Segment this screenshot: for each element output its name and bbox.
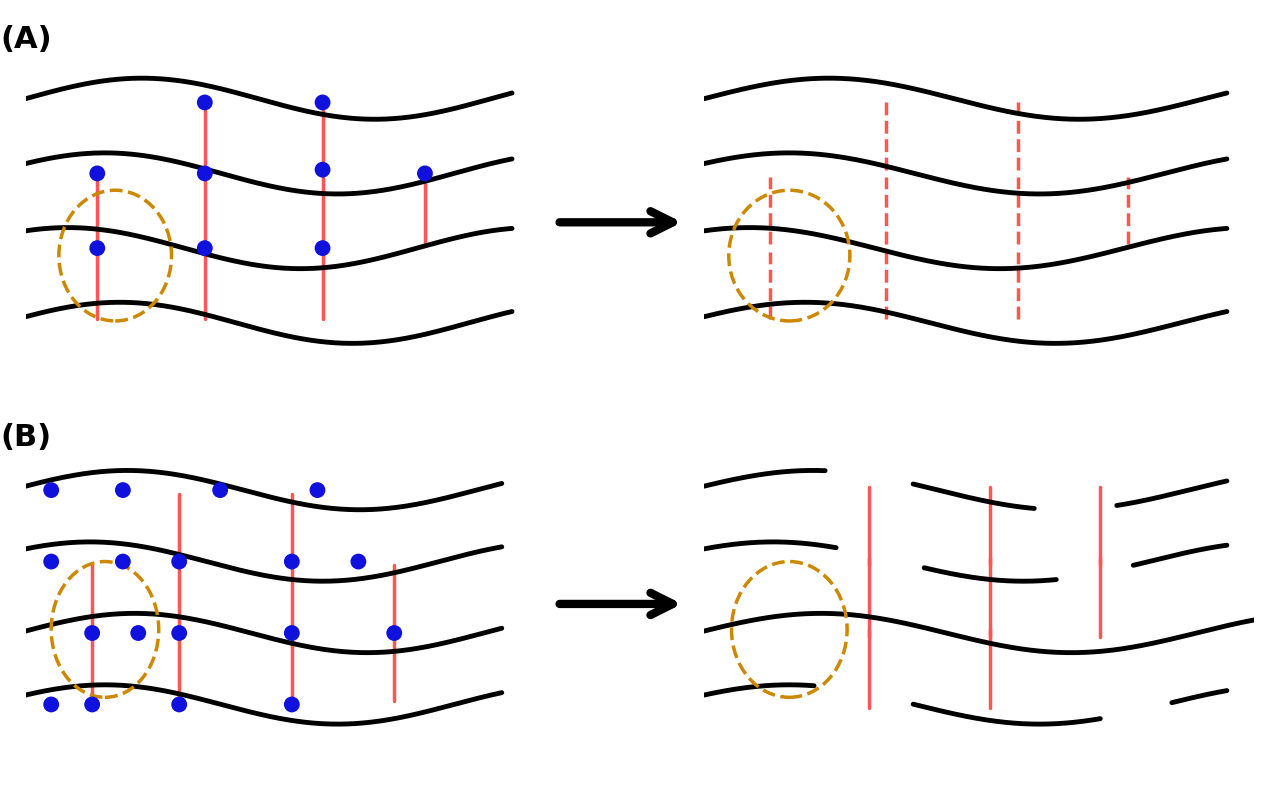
Point	[82, 627, 102, 640]
Point	[282, 556, 302, 569]
Point	[41, 698, 61, 711]
Point	[348, 556, 369, 569]
Point	[282, 627, 302, 640]
Point	[312, 242, 333, 255]
Point	[82, 698, 102, 711]
Point	[41, 556, 61, 569]
Point	[415, 168, 435, 181]
Point	[282, 698, 302, 711]
Point	[195, 97, 215, 109]
Point	[87, 168, 108, 181]
Text: (B): (B)	[0, 423, 51, 452]
Point	[384, 627, 404, 640]
Point	[195, 168, 215, 181]
Point	[113, 484, 133, 497]
Point	[169, 556, 189, 569]
Text: (A): (A)	[0, 25, 51, 54]
Point	[87, 242, 108, 255]
Point	[307, 484, 328, 497]
Point	[41, 484, 61, 497]
Point	[195, 242, 215, 255]
Point	[113, 556, 133, 569]
Point	[312, 97, 333, 109]
Point	[128, 627, 148, 640]
Point	[169, 627, 189, 640]
Point	[169, 698, 189, 711]
Point	[210, 484, 230, 497]
Point	[312, 164, 333, 177]
